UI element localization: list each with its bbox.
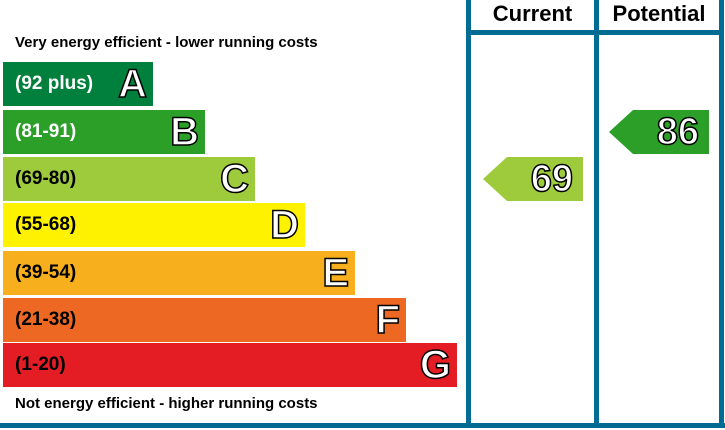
band-range: (81-91) — [15, 121, 77, 142]
band-range: (1-20) — [15, 354, 66, 375]
band-c: (69-80) C — [3, 156, 255, 202]
band-g: (1-20) G — [3, 342, 457, 388]
band-letter: G — [419, 342, 452, 388]
band-d: (55-68) D — [3, 202, 305, 248]
band-letter: B — [169, 109, 199, 155]
band-b: (81-91) B — [3, 109, 205, 155]
band-letter: C — [219, 156, 249, 202]
top-note: Very energy efficient - lower running co… — [15, 34, 318, 51]
band-letter: E — [322, 250, 350, 296]
band-range: (92 plus) — [15, 73, 94, 94]
band-a: (92 plus) A — [3, 61, 153, 107]
current-rating-arrow: 69 — [483, 157, 583, 201]
current-rating-value: 69 — [530, 157, 574, 201]
bottom-note: Not energy efficient - higher running co… — [15, 395, 318, 412]
potential-rating-arrow: 86 — [609, 110, 709, 154]
arrow-shape — [609, 110, 709, 154]
potential-rating-value: 86 — [656, 110, 700, 154]
band-letter: D — [269, 202, 299, 248]
band-range: (69-80) — [15, 168, 77, 189]
header-potential: Potential — [612, 1, 706, 26]
band-letter: F — [375, 297, 401, 343]
band-range: (21-38) — [15, 309, 77, 330]
header-current: Current — [492, 1, 573, 26]
bottom-border — [0, 423, 725, 428]
band-e: (39-54) E — [3, 250, 355, 296]
band-letter: A — [117, 61, 147, 107]
column-divider-right — [719, 0, 724, 428]
band-f: (21-38) F — [3, 297, 406, 343]
band-range: (55-68) — [15, 214, 77, 235]
column-divider-left — [466, 0, 471, 428]
band-range: (39-54) — [15, 262, 77, 283]
header-divider — [466, 30, 724, 35]
column-divider-middle — [594, 0, 599, 428]
arrow-shape — [483, 157, 583, 201]
